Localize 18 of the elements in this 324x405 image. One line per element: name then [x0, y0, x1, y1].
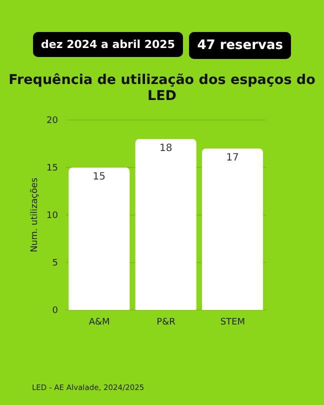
bar — [135, 139, 196, 310]
y-tick-label: 20 — [46, 116, 58, 126]
y-axis-title: Num. utilizações — [30, 177, 40, 252]
x-tick-label: P&R — [156, 317, 176, 328]
chart-subtitle: dez 2024 a abril 2025 — [33, 32, 183, 57]
data-label: 15 — [92, 172, 106, 183]
data-label: 18 — [159, 143, 172, 154]
x-tick-label: STEM — [220, 317, 246, 328]
x-tick-label: A&M — [88, 317, 110, 328]
chart-title: Frequência de utilização dos espaços do LED — [8, 72, 316, 104]
y-tick-label: 10 — [46, 211, 58, 222]
text: 47 reservas — [189, 32, 291, 59]
y-tick-label: 0 — [52, 306, 58, 316]
bar — [68, 168, 130, 310]
bar — [202, 148, 263, 310]
y-tick-label: 15 — [46, 164, 58, 174]
data-label: 17 — [226, 152, 239, 164]
y-tick-label: 5 — [52, 258, 58, 269]
